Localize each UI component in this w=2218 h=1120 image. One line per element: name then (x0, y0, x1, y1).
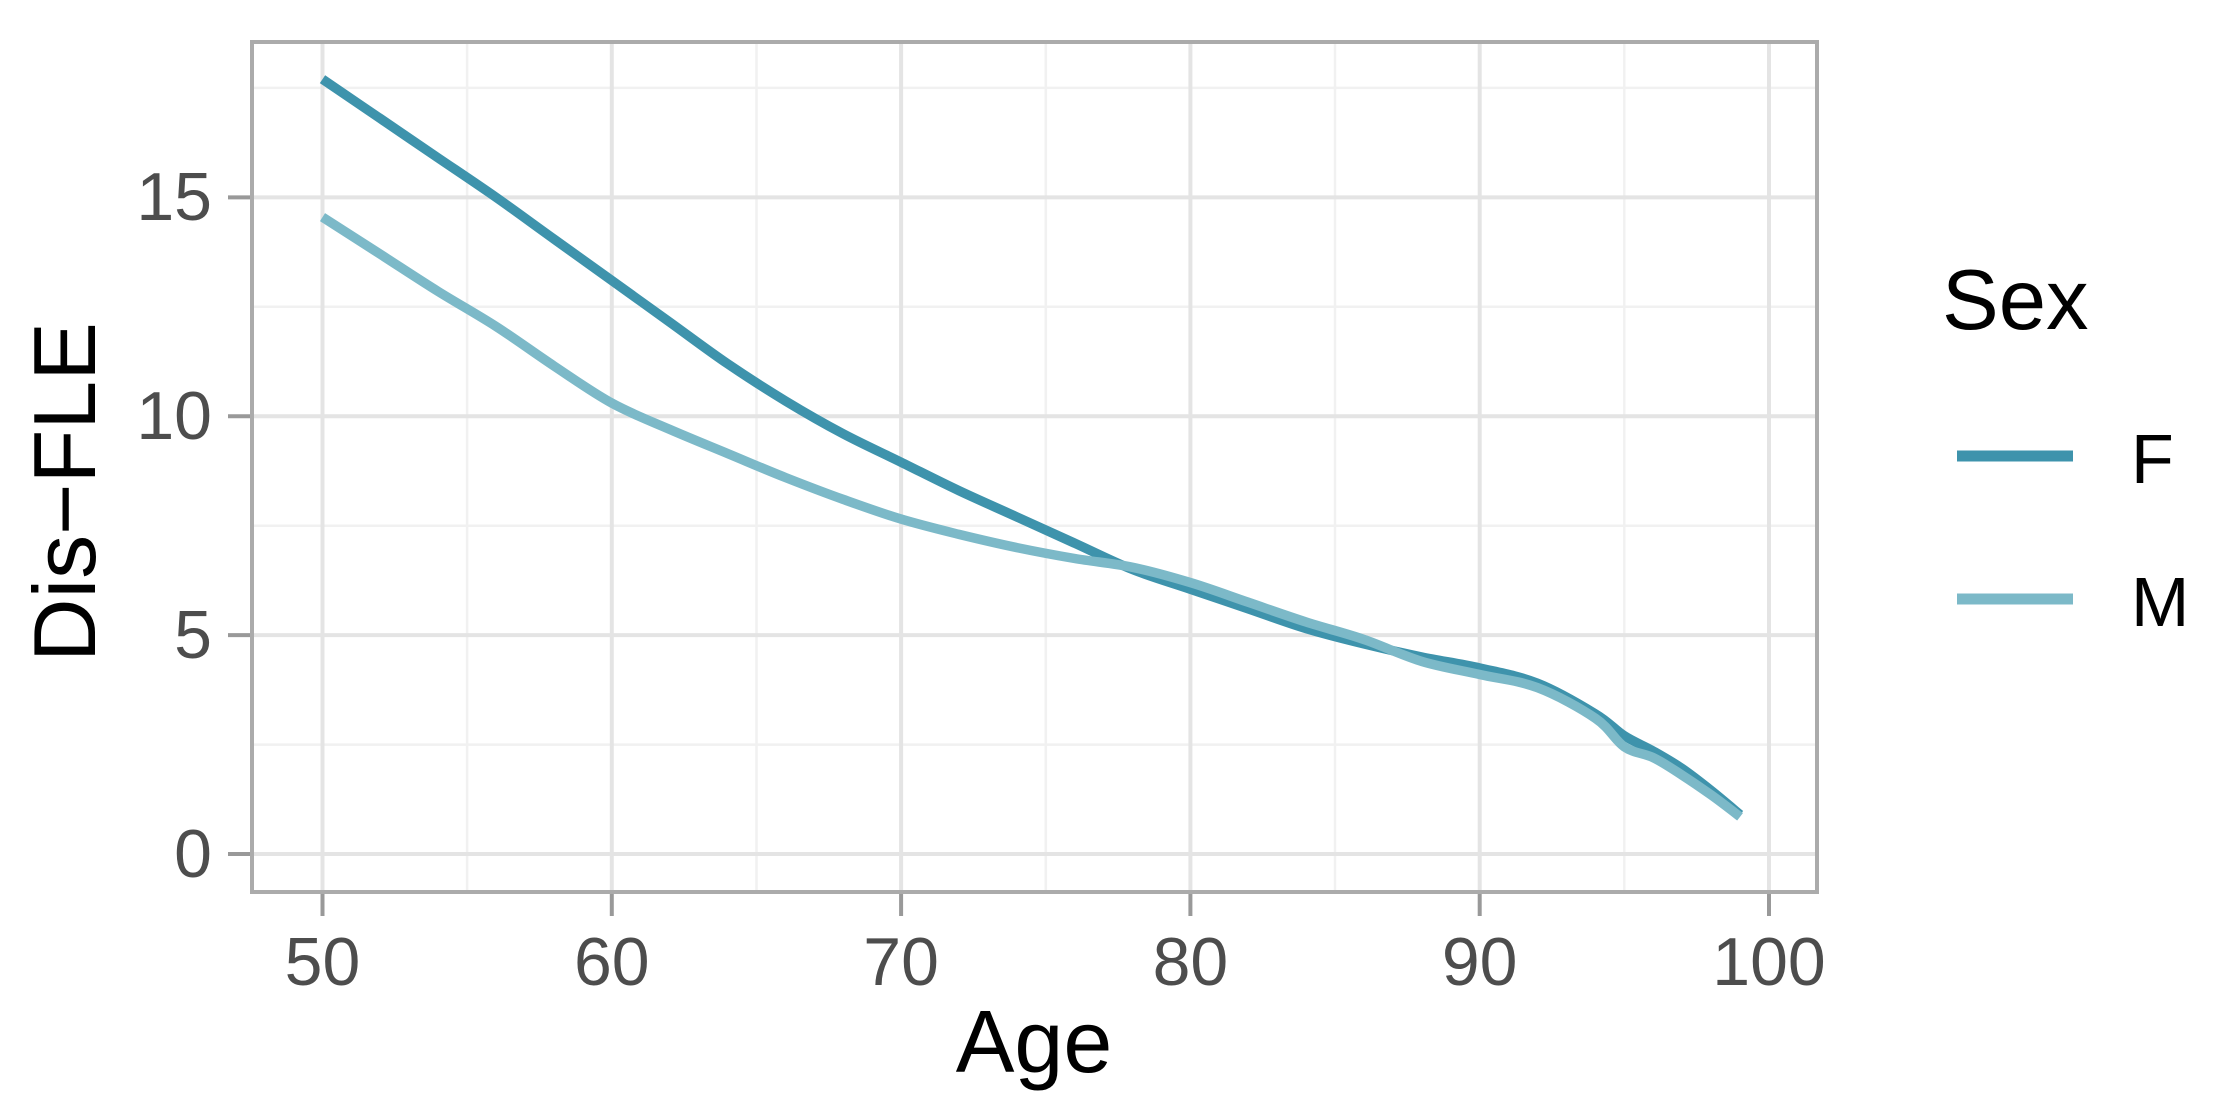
legend-title: Sex (1942, 253, 2089, 348)
y-axis-title: Dis−FLE (15, 322, 114, 662)
legend-label-F: F (2131, 420, 2174, 498)
series-line-M (319, 213, 1743, 821)
panel-border (250, 40, 1819, 894)
y-tick-label-10: 10 (136, 378, 212, 455)
y-tick-label-0: 0 (174, 816, 212, 892)
x-axis-title: Age (955, 992, 1113, 1091)
y-tick-label-5: 5 (174, 597, 212, 674)
x-tick-label-70: 70 (863, 924, 939, 1000)
legend-label-M: M (2131, 563, 2190, 641)
x-tick-label-100: 100 (1712, 924, 1826, 1000)
x-tick-label-60: 60 (573, 924, 650, 1000)
x-tick-label-50: 50 (284, 924, 361, 1000)
panel-background (252, 42, 1817, 892)
x-tick-label-90: 90 (1441, 924, 1518, 1000)
x-tick-label-80: 80 (1152, 924, 1229, 1000)
y-tick-label-15: 15 (136, 159, 212, 236)
